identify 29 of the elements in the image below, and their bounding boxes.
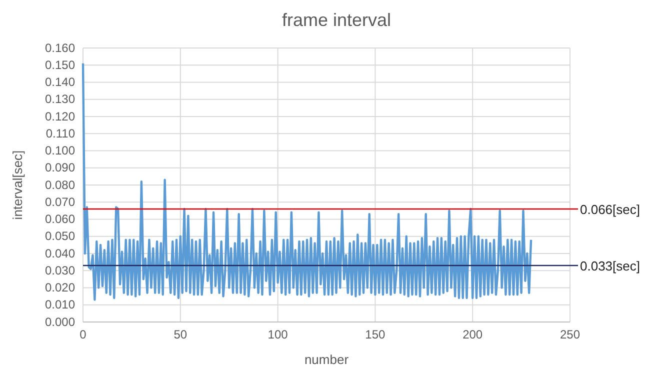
y-tick-label: 0.080 [44,178,76,192]
y-tick-label: 0.100 [44,144,76,158]
line-series [82,62,532,301]
y-tick-label: 0.050 [44,229,76,244]
y-tick-label: 0.020 [44,280,76,295]
y-tick-label: 0.040 [44,246,76,260]
y-tick-label: 0.000 [44,314,76,329]
x-axis-title: number [304,352,350,367]
ref-line-label: 0.066[sec] [580,202,640,217]
y-tick-label: 0.120 [44,109,76,124]
y-tick-label: 0.160 [44,40,76,55]
x-tick-label: 100 [268,328,288,342]
y-tick-label: 0.070 [44,194,76,209]
y-tick-label: 0.090 [44,160,76,175]
y-axis-title: interval[sec] [10,150,25,220]
y-tick-label: 0.130 [44,92,76,106]
y-tick-label: 0.010 [44,298,76,312]
y-tick-label: 0.030 [44,263,76,278]
x-tick-label: 150 [365,328,386,342]
x-tick-label: 250 [560,328,580,342]
chart-title: frame interval [282,10,392,30]
x-tick-label: 0 [80,328,87,342]
y-tick-label: 0.060 [44,212,76,226]
y-tick-label: 0.140 [44,75,76,90]
ref-line-label: 0.033[sec] [580,258,640,274]
y-tick-label: 0.110 [46,126,76,140]
y-tick-label: 0.150 [44,58,76,72]
x-tick-label: 50 [174,328,188,342]
x-tick-label: 200 [462,328,483,342]
